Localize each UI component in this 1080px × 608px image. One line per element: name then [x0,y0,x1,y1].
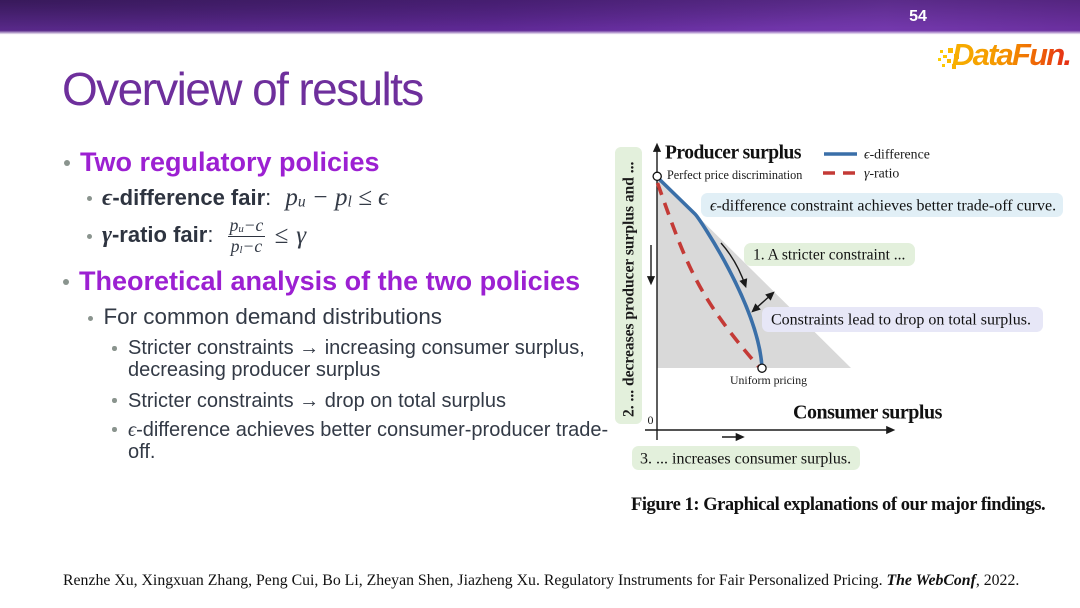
svg-text:Constraints lead to drop on to: Constraints lead to drop on total surplu… [771,312,1031,329]
svg-text:0: 0 [648,413,654,427]
svg-text:Consumer surplus: Consumer surplus [793,402,943,424]
svg-text:γ-ratio: γ-ratio [864,166,899,181]
svg-text:Uniform pricing: Uniform pricing [730,373,807,387]
svg-text:Perfect price discrimination: Perfect price discrimination [667,168,802,182]
svg-text:1. A stricter constraint ...: 1. A stricter constraint ... [753,247,905,264]
svg-text:2. ... decreases producer surp: 2. ... decreases producer surplus and ..… [621,162,638,417]
svg-text:3. ... increases consumer surp: 3. ... increases consumer surplus. [640,451,851,468]
svg-text:ϵ-difference: ϵ-difference [864,147,930,162]
svg-text:Producer surplus: Producer surplus [665,143,802,164]
svg-text:Figure 1: Graphical explanatio: Figure 1: Graphical explanations of our … [631,495,1045,515]
svg-text:ϵ-difference constraint achiev: ϵ-difference constraint achieves better … [710,198,1056,215]
